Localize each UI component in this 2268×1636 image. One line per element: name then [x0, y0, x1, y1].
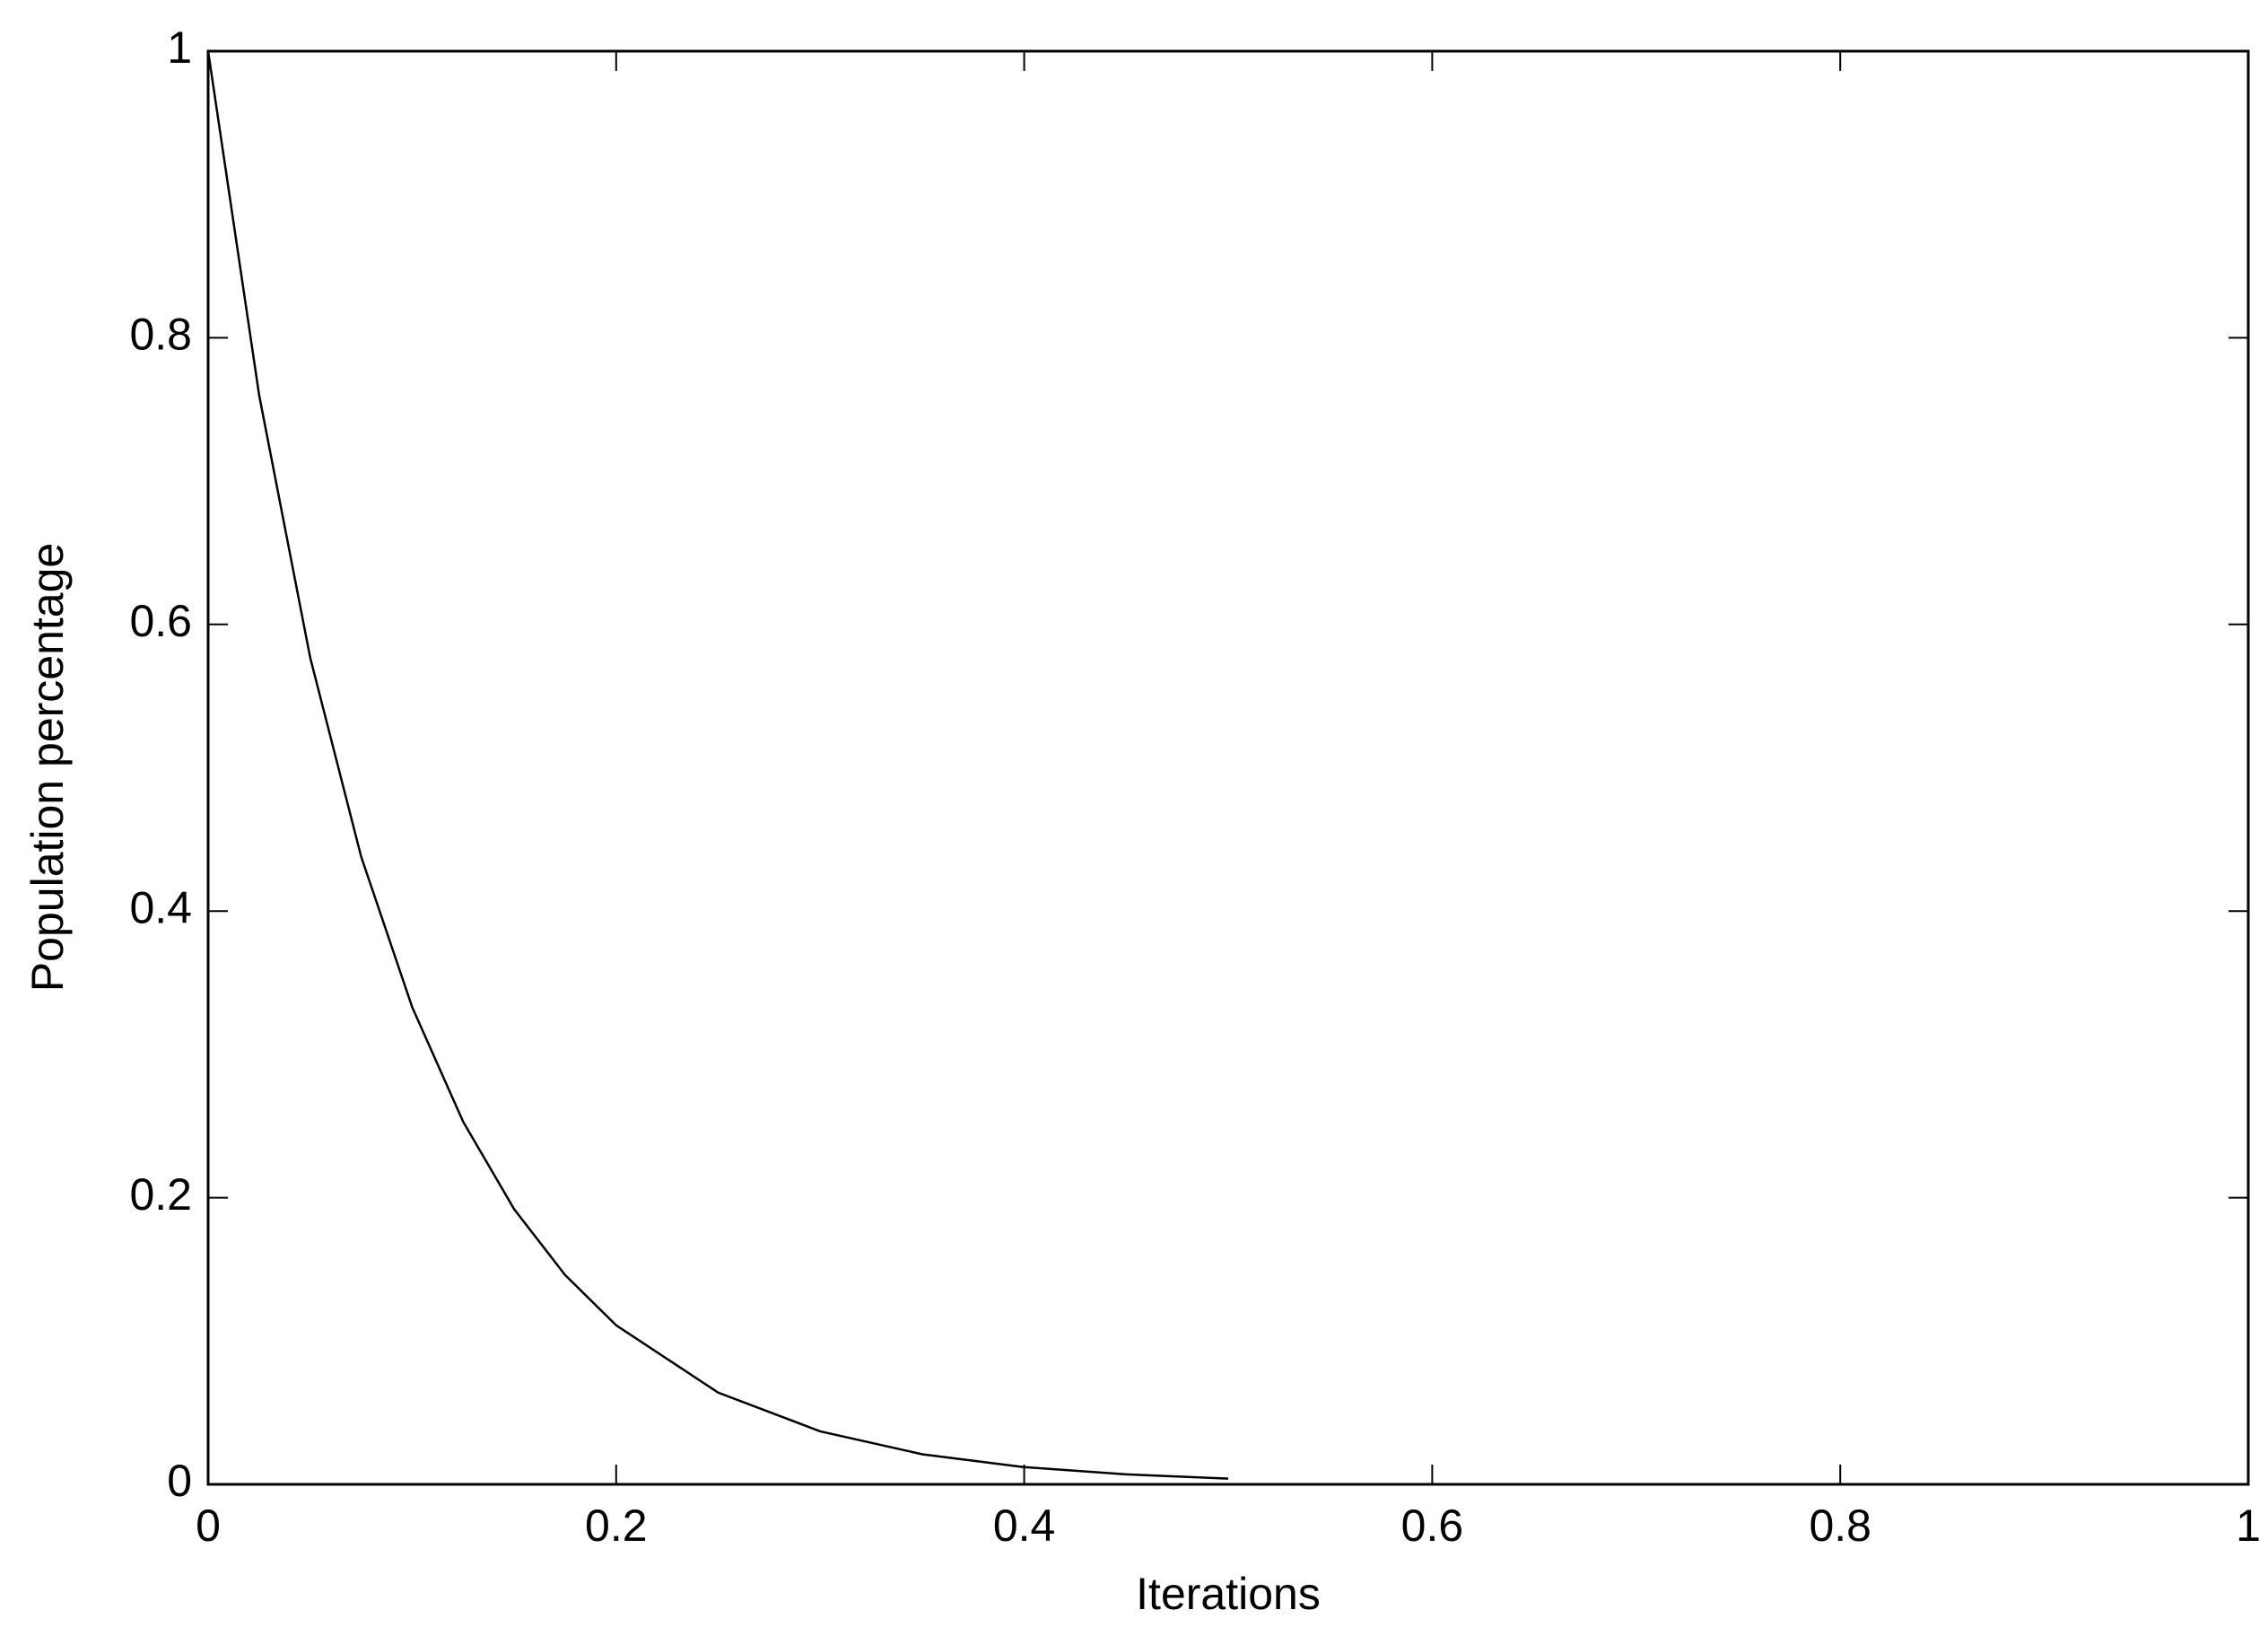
- data-line: [206, 50, 1229, 1480]
- y-axis-label: Population percentage: [22, 543, 73, 992]
- x-tick-label: 0: [196, 1500, 221, 1551]
- x-axis-label: Iterations: [1136, 1569, 1321, 1619]
- y-tick-label: 0.6: [129, 596, 192, 646]
- x-tick-label: 0.6: [1401, 1500, 1464, 1551]
- x-tick-label: 0.8: [1809, 1500, 1871, 1551]
- y-tick-label: 1: [167, 22, 192, 73]
- y-tick-label: 0.4: [129, 882, 192, 932]
- y-tick-label: 0.8: [129, 310, 192, 360]
- y-tick-label: 0: [167, 1456, 192, 1506]
- x-tick-label: 1: [2236, 1500, 2261, 1551]
- plot-frame: [206, 49, 2250, 1486]
- x-tick-label: 0.4: [993, 1500, 1056, 1551]
- y-tick-label: 0.2: [129, 1169, 192, 1220]
- x-tick-label: 0.2: [585, 1500, 648, 1551]
